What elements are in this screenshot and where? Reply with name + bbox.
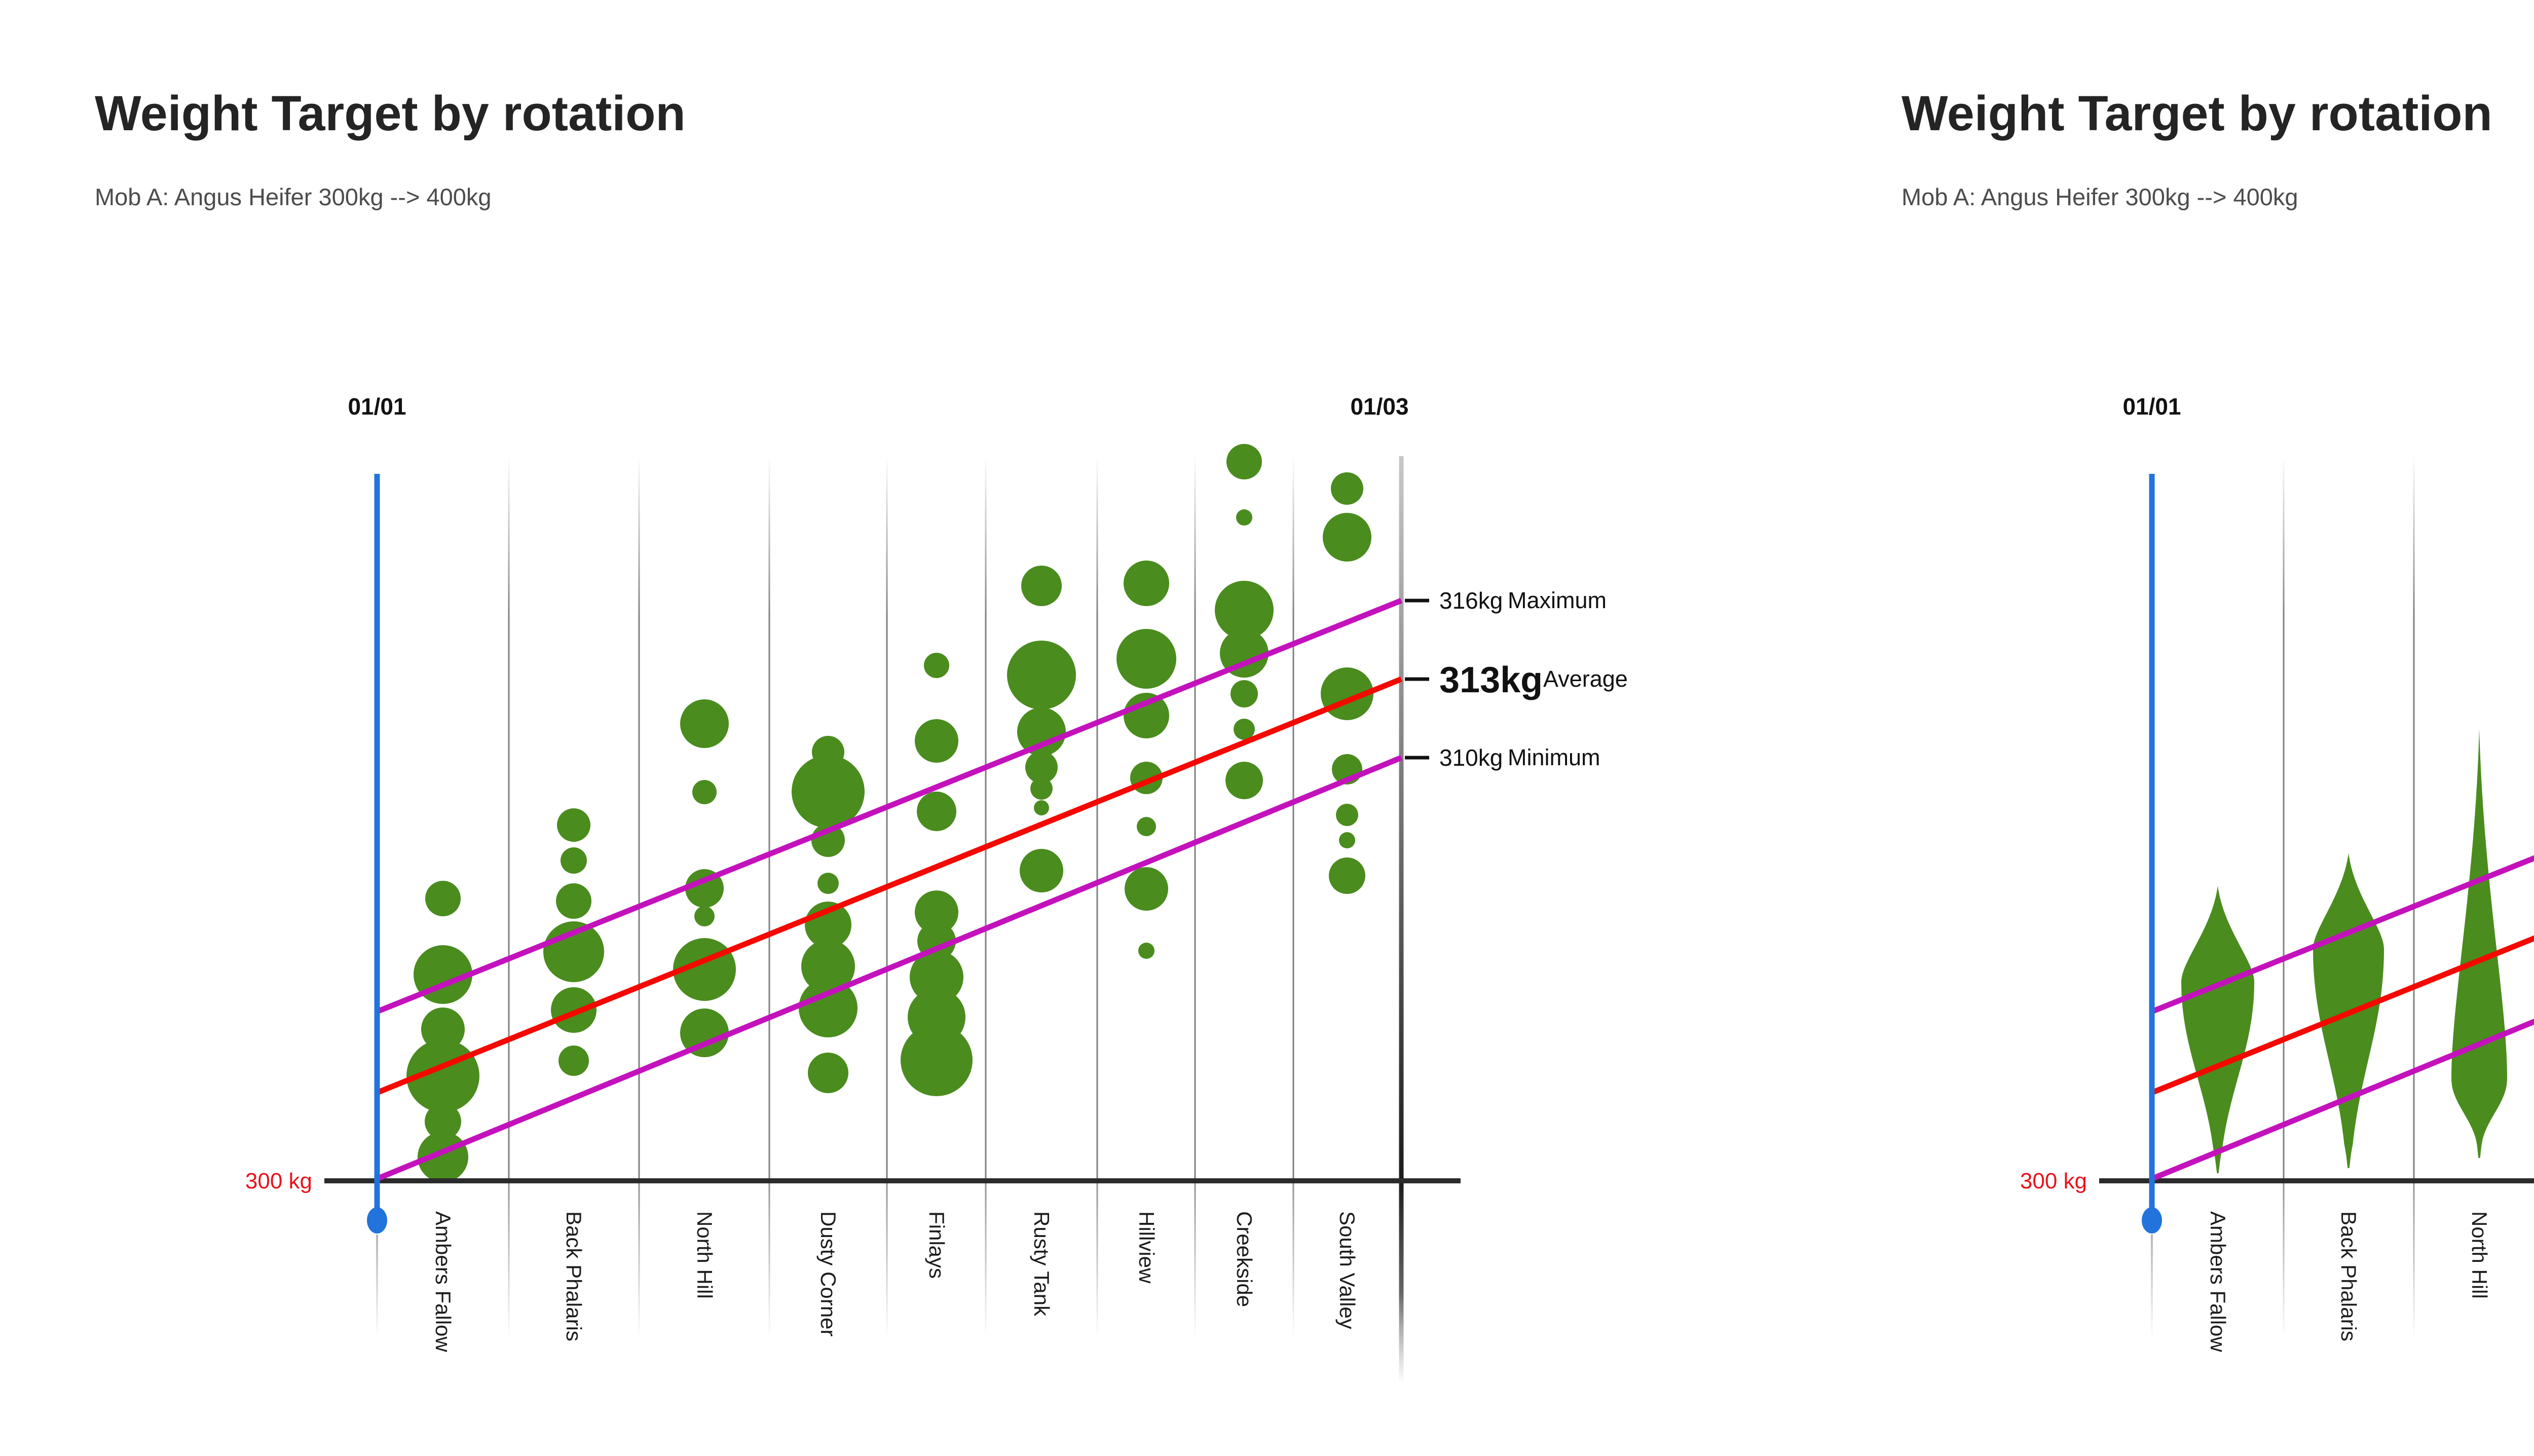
category-label: Back Phalaris xyxy=(562,1211,586,1341)
weight-bubble xyxy=(1215,581,1274,640)
chart-subtitle: Mob A: Angus Heifer 300kg --> 400kg xyxy=(1902,183,2298,210)
weight-bubble xyxy=(799,979,858,1037)
trend-line-maximum xyxy=(2150,855,2534,1015)
weight-bubble xyxy=(551,987,597,1033)
weight-bubble xyxy=(561,847,587,874)
annotation-value: 313kg xyxy=(1439,660,1543,700)
weight-bubble xyxy=(1025,751,1058,783)
weight-bubble xyxy=(1323,513,1371,562)
weight-bubble xyxy=(1329,857,1365,894)
trend-line-average xyxy=(376,676,1403,1096)
weight-bubble xyxy=(425,1103,461,1140)
chart-title: Weight Target by rotation xyxy=(1902,86,2492,141)
weight-bubble xyxy=(1226,444,1262,479)
chart-title: Weight Target by rotation xyxy=(95,86,686,141)
weight-bubble xyxy=(557,808,590,842)
weight-bubble xyxy=(917,792,956,831)
weight-violin xyxy=(2181,886,2254,1173)
weight-bubble xyxy=(1220,629,1269,678)
weight-bubble xyxy=(1331,472,1363,505)
trend-line-maximum xyxy=(376,598,1403,1015)
bubble-strip-plot: 316kg Maximum 313kg Average 310kg Minimum 01/0… xyxy=(245,393,1628,1384)
annotation-value: 316kg xyxy=(1439,587,1503,614)
weight-bubble xyxy=(910,950,963,1004)
weight-bubble xyxy=(1234,719,1255,740)
category-label: Finlays xyxy=(925,1211,949,1279)
category-label: Back Phalaris xyxy=(2337,1211,2361,1341)
weight-bubble xyxy=(1030,777,1053,800)
category-label: South Valley xyxy=(1335,1211,1359,1329)
weight-bubble xyxy=(1020,849,1063,892)
weight-bubble xyxy=(421,1007,465,1051)
weight-bubble xyxy=(901,1024,973,1096)
weight-bubble xyxy=(1138,943,1154,959)
weight-bubble xyxy=(1021,566,1062,606)
weight-bubble xyxy=(680,1009,729,1057)
category-label: Ambers Fallow xyxy=(431,1211,455,1352)
start-marker-dot xyxy=(367,1207,387,1234)
weight-bubble xyxy=(1017,707,1066,756)
weight-bubble xyxy=(1225,762,1263,799)
chart1-header: Weight Target by rotation Mob A: Angus H… xyxy=(95,85,686,209)
annotation-label: Minimum xyxy=(1508,744,1600,770)
weight-bubble xyxy=(1007,641,1076,710)
weight-bubble xyxy=(924,653,949,678)
trend-line-minimum xyxy=(376,755,1403,1182)
weight-bubble xyxy=(1116,629,1176,689)
trend-line-minimum xyxy=(2150,1019,2534,1182)
weight-bubble xyxy=(1231,680,1258,707)
weight-bubble xyxy=(694,906,715,926)
weight-bubble xyxy=(680,699,729,748)
date-label-end: 01/03 xyxy=(1350,393,1408,420)
weight-bubble xyxy=(1125,867,1168,911)
weight-bubble xyxy=(1124,693,1169,738)
category-label: Creekside xyxy=(1233,1211,1256,1307)
baseline-label: 300 kg xyxy=(245,1169,312,1193)
category-label: Dusty Corner xyxy=(816,1211,840,1336)
weight-bubble xyxy=(1034,800,1049,815)
weight-bubble xyxy=(915,719,958,763)
category-label: Ambers Fallow xyxy=(2206,1211,2230,1352)
trend-line-average xyxy=(2150,935,2534,1096)
annotation-label: Maximum xyxy=(1508,587,1607,613)
annotation-label: Average xyxy=(1543,666,1628,692)
category-label: Hillview xyxy=(1135,1211,1159,1284)
weight-bubble xyxy=(556,883,591,919)
date-label-start: 01/01 xyxy=(2122,393,2181,420)
chart-subtitle: Mob A: Angus Heifer 300kg --> 400kg xyxy=(95,183,492,210)
weight-bubble xyxy=(558,1046,589,1076)
weight-bubble xyxy=(808,1053,848,1093)
chart2-header: Weight Target by rotation Mob A: Angus H… xyxy=(1902,85,2492,209)
violin-plot: 316kgMaximum313kgAverage310kgMinimum01/0… xyxy=(2020,393,2534,1368)
baseline-label: 300 kg xyxy=(2020,1169,2087,1193)
weight-bubble xyxy=(792,755,865,828)
start-marker-dot xyxy=(2142,1207,2162,1234)
weight-bubble xyxy=(1236,509,1252,526)
annotation-value: 310kg xyxy=(1439,744,1503,771)
category-label: North Hill xyxy=(2468,1211,2491,1299)
weight-bubble xyxy=(1336,804,1358,826)
date-label-start: 01/01 xyxy=(348,393,406,420)
weight-bubble xyxy=(425,881,461,916)
weight-bubble xyxy=(1339,832,1355,848)
weight-violin xyxy=(2451,729,2507,1158)
weight-bubble xyxy=(1124,561,1169,606)
weight-bubble xyxy=(1137,817,1156,836)
weight-bubble xyxy=(915,890,958,934)
weight-bubble xyxy=(801,940,855,993)
weight-bubble xyxy=(692,780,717,804)
weight-bubble xyxy=(817,873,839,894)
category-label: North Hill xyxy=(693,1211,717,1299)
category-label: Rusty Tank xyxy=(1030,1211,1054,1317)
